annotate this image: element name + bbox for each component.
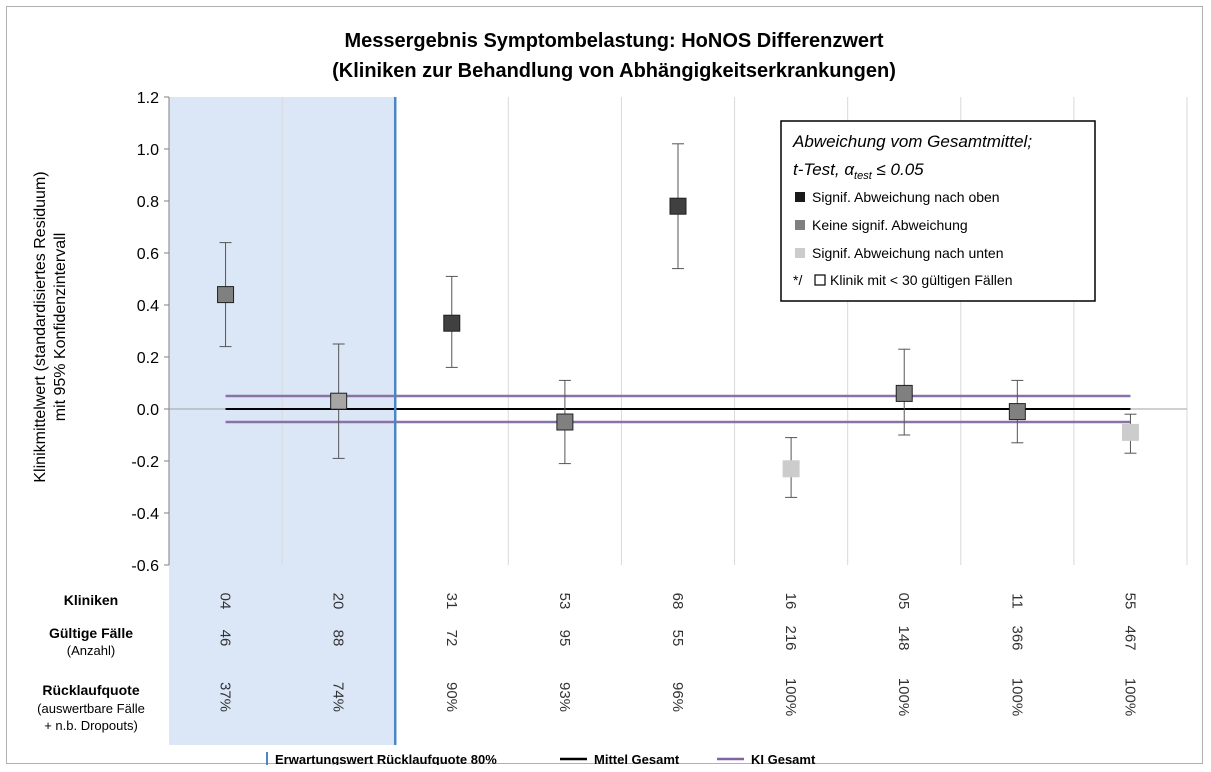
cell-quote: 100% <box>782 678 799 716</box>
cell-faelle: 72 <box>443 630 460 647</box>
cell-faelle: 46 <box>217 630 234 647</box>
y-tick-label: 1.2 <box>137 90 159 107</box>
scatter-chart: 1.2 1.0 0.8 0.6 0.4 0.2 0.0 -0.2 -0.4 -0.6 04 46 37… <box>32 30 1188 765</box>
cell-klinik: 20 <box>330 593 347 610</box>
y-tick-label: -0.6 <box>131 558 159 575</box>
bottom-legend-ci: KI Gesamt <box>751 752 816 765</box>
y-tick-label: 0.8 <box>137 194 159 211</box>
y-axis-label-line-2: mit 95% Konfidenzintervall <box>52 233 69 422</box>
data-point <box>330 392 348 410</box>
cell-faelle: 55 <box>669 630 686 647</box>
data-point <box>895 384 913 402</box>
chart-title-line-1: Messergebnis Symptombelastung: HoNOS Dif… <box>345 30 884 52</box>
cell-klinik: 31 <box>443 593 460 610</box>
cell-quote: 100% <box>895 678 912 716</box>
cell-quote: 74% <box>330 682 347 712</box>
bottom-legend: Erwartungswert Rücklaufquote 80% Mittel … <box>266 752 816 765</box>
cell-faelle: 148 <box>895 625 912 650</box>
cell-quote: 37% <box>217 682 234 712</box>
cell-quote: 100% <box>1008 678 1025 716</box>
data-point-group <box>895 348 913 436</box>
chart-title-line-2: (Kliniken zur Behandlung von Abhängigkei… <box>332 60 896 82</box>
row-label-kliniken: Kliniken <box>64 592 118 608</box>
data-point-group <box>330 343 348 459</box>
y-tick-label: 1.0 <box>137 142 159 159</box>
row-label-faelle-sub: (Anzahl) <box>67 643 115 658</box>
y-axis-label-line-1: Klinikmittelwert (standardisiertes Resid… <box>32 171 49 482</box>
legend-marker-small <box>814 274 826 286</box>
data-point <box>217 286 235 304</box>
row-label-quote: Rücklaufquote <box>42 682 139 698</box>
cell-klinik: 16 <box>782 593 799 610</box>
data-point <box>1008 403 1026 421</box>
cell-klinik: 11 <box>1008 593 1025 609</box>
y-tick-label: 0.4 <box>137 298 159 315</box>
legend: Abweichung vom Gesamtmittel; t-Test, αte… <box>780 120 1096 302</box>
data-point-group <box>1008 379 1026 444</box>
row-label-faelle: Gültige Fälle <box>49 625 133 641</box>
row-label-quote-sub-1: (auswertbare Fälle <box>37 701 145 716</box>
data-point <box>1121 423 1139 441</box>
data-point <box>669 197 687 215</box>
cell-klinik: 53 <box>556 593 573 610</box>
cell-faelle: 95 <box>556 630 573 647</box>
y-tick-label: 0.6 <box>137 246 159 263</box>
legend-item-small: Klinik mit < 30 gültigen Fällen <box>830 272 1013 288</box>
cell-klinik: 05 <box>895 593 912 610</box>
legend-title-line-1: Abweichung vom Gesamtmittel; <box>792 132 1032 151</box>
cell-quote: 100% <box>1121 678 1138 716</box>
legend-marker-down <box>795 248 805 258</box>
y-tick-label: -0.2 <box>131 454 159 471</box>
cell-faelle: 366 <box>1008 625 1025 650</box>
cell-klinik: 68 <box>669 593 686 610</box>
legend-item-up: Signif. Abweichung nach oben <box>812 189 1000 205</box>
legend-marker-none <box>795 220 805 230</box>
cell-klinik: 04 <box>217 593 234 610</box>
cell-klinik: 55 <box>1121 593 1138 610</box>
cell-faelle: 467 <box>1121 625 1138 650</box>
data-point-group <box>1121 413 1139 454</box>
data-point-group <box>217 242 235 348</box>
data-point-group <box>443 275 461 368</box>
data-point <box>443 314 461 332</box>
cell-quote: 96% <box>669 682 686 712</box>
legend-box <box>780 120 1096 302</box>
y-tick-label: -0.4 <box>131 506 159 523</box>
cell-faelle: 88 <box>330 630 347 647</box>
cell-quote: 93% <box>556 682 573 712</box>
bottom-legend-mean: Mittel Gesamt <box>594 752 680 765</box>
data-point <box>556 413 574 431</box>
data-point-group <box>556 379 574 465</box>
y-tick-label: 0.2 <box>137 350 159 367</box>
legend-item-none: Keine signif. Abweichung <box>812 217 968 233</box>
legend-marker-up <box>795 192 805 202</box>
y-tick-label: 0.0 <box>137 402 159 419</box>
cell-quote: 90% <box>443 682 460 712</box>
legend-title-line-2: t-Test, αtest ≤ 0.05 <box>793 160 924 182</box>
data-point-group <box>669 143 687 270</box>
bottom-legend-expectation: Erwartungswert Rücklaufquote 80% <box>275 752 497 765</box>
data-point <box>782 460 800 478</box>
data-point-group <box>782 437 800 498</box>
legend-item-down: Signif. Abweichung nach unten <box>812 245 1003 261</box>
cell-faelle: 216 <box>782 625 799 650</box>
chart-frame: 1.2 1.0 0.8 0.6 0.4 0.2 0.0 -0.2 -0.4 -0.6 04 46 37… <box>6 6 1203 765</box>
legend-item-small-prefix: */ <box>793 272 802 288</box>
row-label-quote-sub-2: + n.b. Dropouts) <box>44 718 138 733</box>
